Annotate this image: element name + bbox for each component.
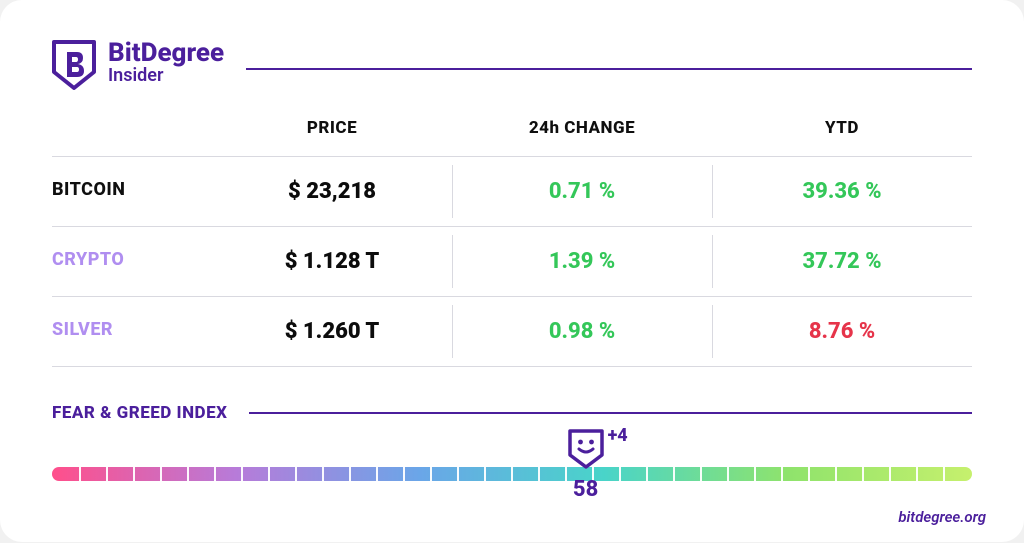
fear-greed-gauge: +4 58	[52, 467, 972, 543]
price-table: PRICE 24h CHANGE YTD BITCOIN $ 23,218 0.…	[52, 108, 972, 367]
fear-greed-value: 58	[573, 477, 598, 502]
cell-crypto-price: $ 1.128 T	[212, 226, 452, 296]
table-header-price: PRICE	[212, 108, 452, 156]
row-label-silver: SILVER	[52, 296, 212, 367]
fear-greed-block: FEAR & GREED INDEX +4 58	[52, 403, 972, 543]
cell-bitcoin-price: $ 23,218	[212, 156, 452, 226]
gauge-tick	[862, 467, 864, 481]
brand-sub: Insider	[108, 67, 224, 86]
footer-link[interactable]: bitdegree.org	[898, 508, 986, 526]
card: BitDegree Insider PRICE 24h CHANGE YTD B…	[0, 0, 1024, 542]
cell-crypto-ytd: 37.72 %	[712, 226, 972, 296]
cell-bitcoin-ytd: 39.36 %	[712, 156, 972, 226]
gauge-tick	[646, 467, 648, 481]
gauge-tick	[376, 467, 378, 481]
row-label-crypto: CRYPTO	[52, 226, 212, 296]
gauge-tick	[430, 467, 432, 481]
header: BitDegree Insider	[52, 40, 972, 94]
gauge-tick	[484, 467, 486, 481]
row-label-bitcoin: BITCOIN	[52, 156, 212, 226]
cell-bitcoin-change: 0.71 %	[452, 156, 712, 226]
gauge-tick	[160, 467, 162, 481]
gauge-tick	[322, 467, 324, 481]
gauge-tick	[79, 467, 81, 481]
cell-silver-ytd: 8.76 %	[712, 296, 972, 367]
smiley-marker-icon	[568, 429, 604, 469]
cell-crypto-change: 1.39 %	[452, 226, 712, 296]
gauge-tick	[889, 467, 891, 481]
header-rule	[246, 68, 972, 70]
gauge-tick	[403, 467, 405, 481]
gauge-tick	[268, 467, 270, 481]
logo: BitDegree Insider	[52, 40, 224, 94]
fear-greed-rule	[249, 412, 972, 414]
gauge-tick	[619, 467, 621, 481]
fear-greed-marker: +4 58	[568, 429, 604, 502]
fear-greed-delta: +4	[608, 425, 628, 446]
gauge-tick	[295, 467, 297, 481]
gauge-tick	[214, 467, 216, 481]
gauge-tick	[808, 467, 810, 481]
gauge-tick	[538, 467, 540, 481]
gauge-tick	[187, 467, 189, 481]
gauge-tick	[727, 467, 729, 481]
gauge-tick	[781, 467, 783, 481]
gauge-tick	[754, 467, 756, 481]
gauge-tick	[133, 467, 135, 481]
cell-silver-change: 0.98 %	[452, 296, 712, 367]
gauge-tick	[106, 467, 108, 481]
brand-name: BitDegree	[108, 40, 224, 67]
fear-greed-title: FEAR & GREED INDEX	[52, 403, 227, 423]
gauge-tick	[349, 467, 351, 481]
gauge-tick	[241, 467, 243, 481]
gauge-tick	[943, 467, 945, 481]
fear-greed-gauge-bar	[52, 467, 972, 481]
gauge-tick	[916, 467, 918, 481]
gauge-tick	[673, 467, 675, 481]
gauge-tick	[700, 467, 702, 481]
logo-shield-icon	[52, 40, 96, 94]
table-header-change: 24h CHANGE	[452, 108, 712, 156]
table-header-empty	[52, 108, 212, 156]
table-header-ytd: YTD	[712, 108, 972, 156]
gauge-tick	[835, 467, 837, 481]
gauge-tick	[511, 467, 513, 481]
gauge-tick	[457, 467, 459, 481]
cell-silver-price: $ 1.260 T	[212, 296, 452, 367]
